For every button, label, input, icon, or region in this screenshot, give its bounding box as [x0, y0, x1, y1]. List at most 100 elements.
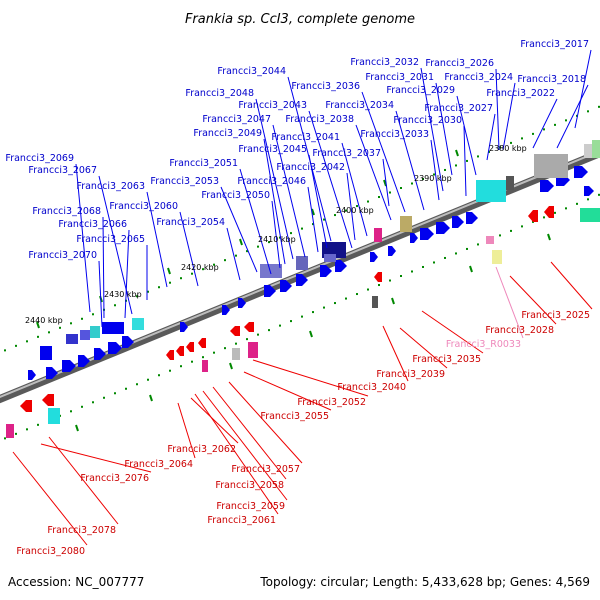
forward-leader-line	[146, 191, 168, 288]
ruler-major-tick	[309, 330, 313, 338]
ruler-tick-outer-forward	[191, 272, 193, 275]
reverse-leader-line	[243, 371, 332, 411]
reverse-leader-line	[252, 359, 369, 397]
forward-leader-line	[495, 68, 500, 151]
reverse-gene-label: Francci3_2055	[260, 411, 329, 422]
ruler-tick-outer-reverse	[235, 342, 237, 345]
reverse-gene-label: Francci3_2025	[521, 310, 590, 321]
reverse-gene-box	[486, 236, 494, 244]
forward-gene-arrow	[222, 305, 230, 315]
forward-gene-arrow	[584, 186, 594, 196]
scale-label: 2430 kbp	[104, 290, 142, 299]
ruler-tick-outer-forward	[345, 209, 347, 212]
forward-gene-label: Francci3_2047	[202, 114, 271, 125]
ruler-tick-outer-forward	[213, 263, 215, 266]
reverse-gene-label: Francci3_2058	[215, 480, 284, 491]
ruler-tick-outer-forward	[235, 254, 237, 257]
forward-gene-label: Francci3_2032	[350, 57, 419, 68]
ruler-tick-outer-reverse	[422, 265, 424, 268]
ruler-tick-outer-forward	[510, 141, 512, 144]
forward-leader-line	[263, 138, 286, 265]
forward-gene-box	[260, 264, 282, 278]
ruler-tick-outer-forward	[136, 295, 138, 298]
forward-gene-label: Francci3_2022	[486, 88, 555, 99]
ruler-major-tick	[391, 297, 395, 305]
scale-label: 2380 kbp	[489, 144, 527, 153]
forward-leader-line	[502, 82, 516, 151]
ruler-tick-outer-forward	[301, 227, 303, 230]
reverse-leader-line	[399, 327, 448, 369]
ruler-tick-outer-forward	[224, 259, 226, 262]
reverse-leader-line	[194, 393, 279, 515]
reverse-leader-line	[421, 310, 484, 354]
ruler-tick-outer-reverse	[499, 234, 501, 237]
forward-gene-label: Francci3_2044	[217, 66, 286, 77]
forward-gene-box	[374, 228, 382, 242]
reverse-gene-label: Francci3_2052	[297, 397, 366, 408]
forward-gene-arrow	[370, 252, 378, 262]
ruler-tick-outer-reverse	[70, 410, 72, 413]
forward-gene-label: Francci3_2018	[517, 74, 586, 85]
forward-gene-label: Francci3_2066	[58, 219, 127, 230]
forward-gene-label: Francci3_2038	[285, 114, 354, 125]
ruler-tick-outer-reverse	[444, 256, 446, 259]
ruler-tick-outer-forward	[202, 268, 204, 271]
scale-label: 2410 kbp	[258, 235, 296, 244]
ruler-tick-outer-forward	[466, 159, 468, 162]
ruler-tick-outer-forward	[279, 236, 281, 239]
ruler-tick-outer-reverse	[576, 202, 578, 205]
ruler-tick-outer-forward	[334, 214, 336, 217]
forward-leader-line	[308, 154, 328, 249]
reverse-gene-box	[6, 424, 14, 438]
forward-gene-box	[400, 216, 412, 232]
ruler-major-tick	[383, 179, 387, 187]
ruler-tick-outer-forward	[499, 146, 501, 149]
scale-label: 2440 kbp	[25, 316, 63, 325]
ruler-tick-outer-forward	[521, 137, 523, 140]
forward-leader-line	[75, 163, 91, 313]
reverse-gene-label: Francci3_2039	[376, 369, 445, 380]
forward-gene-arrow	[238, 298, 246, 308]
reverse-leader-line	[212, 386, 287, 480]
reverse-leader-line	[40, 443, 152, 473]
forward-gene-label: Francci3_2029	[386, 85, 455, 96]
ruler-tick-outer-reverse	[147, 378, 149, 381]
forward-gene-arrow	[296, 274, 308, 286]
forward-gene-box	[324, 254, 336, 262]
reverse-gene-arrow	[198, 338, 206, 348]
reverse-leader-line	[177, 402, 196, 459]
ruler-tick-outer-forward	[268, 241, 270, 244]
reverse-gene-arrow	[42, 394, 54, 406]
ruler-tick-outer-forward	[290, 232, 292, 235]
genome-stats-text: Topology: circular; Length: 5,433,628 bp…	[259, 575, 590, 589]
ruler-tick-outer-reverse	[565, 207, 567, 210]
forward-leader-line	[382, 158, 390, 207]
ruler-tick-outer-forward	[378, 196, 380, 199]
forward-gene-label: Francci3_2033	[360, 129, 429, 140]
forward-gene-label: Francci3_2045	[238, 144, 307, 155]
forward-gene-label: Francci3_2063	[76, 181, 145, 192]
ruler-tick-outer-forward	[158, 286, 160, 289]
ruler-tick-outer-reverse	[26, 428, 28, 431]
forward-gene-arrow	[28, 370, 36, 380]
forward-leader-line	[361, 91, 406, 213]
forward-gene-box	[506, 176, 514, 190]
ruler-tick-outer-forward	[433, 173, 435, 176]
forward-gene-arrow	[78, 355, 90, 367]
forward-gene-label: Francci3_2043	[238, 100, 307, 111]
forward-leader-line	[420, 67, 444, 192]
forward-gene-label: Francci3_2070	[28, 250, 97, 261]
forward-gene-arrow	[108, 342, 122, 354]
forward-gene-arrow	[180, 322, 188, 332]
ruler-tick-outer-forward	[488, 150, 490, 153]
reverse-gene-label: Francci3_2057	[231, 464, 300, 475]
forward-gene-arrow	[94, 348, 106, 360]
ruler-tick-outer-forward	[4, 349, 6, 352]
forward-gene-arrow	[574, 166, 588, 178]
reverse-leader-line	[12, 451, 88, 546]
ruler-tick-outer-forward	[400, 187, 402, 189]
reverse-gene-label: Francci3_2076	[80, 473, 149, 484]
accession-text: Accession: NC_007777	[8, 575, 144, 589]
gene-features	[6, 140, 600, 438]
forward-leader-line	[463, 125, 467, 197]
